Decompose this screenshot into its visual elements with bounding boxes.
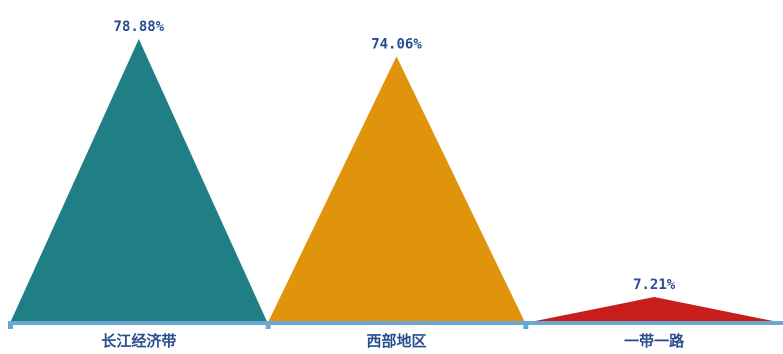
bars-group (10, 39, 783, 324)
value-label-1: 78.88% (114, 19, 165, 35)
category-label-2: 西部地区 (366, 332, 426, 350)
category-label-3: 一带一路 (624, 332, 685, 350)
value-label-3: 7.21% (633, 277, 676, 293)
bar-1 (10, 39, 268, 323)
x-axis-ticks (8, 321, 529, 329)
bar-3 (525, 297, 783, 323)
bar-2 (267, 56, 526, 324)
x-tick-1 (8, 321, 13, 329)
x-tick-3 (523, 321, 529, 329)
value-labels-group: 78.88% 74.06% 7.21% (114, 19, 676, 293)
category-label-1: 长江经济带 (101, 332, 176, 350)
x-tick-2 (265, 321, 271, 329)
category-labels-group: 长江经济带 西部地区 一带一路 (101, 332, 685, 350)
value-label-2: 74.06% (371, 36, 422, 52)
